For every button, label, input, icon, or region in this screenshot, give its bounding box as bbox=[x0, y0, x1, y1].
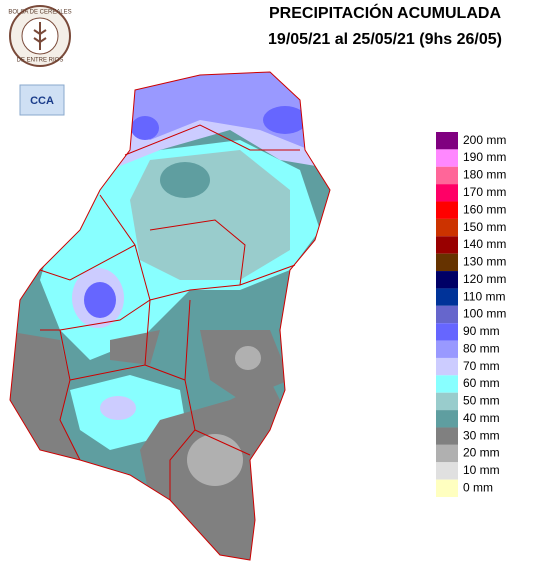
legend-label: 180 mm bbox=[463, 168, 506, 182]
legend-swatch bbox=[436, 288, 458, 306]
legend-swatch bbox=[436, 305, 458, 324]
legend-swatch bbox=[436, 271, 458, 289]
legend-swatch bbox=[436, 375, 458, 393]
legend-label: 160 mm bbox=[463, 202, 506, 216]
logo-text: CCA bbox=[30, 95, 54, 107]
zone bbox=[100, 396, 136, 420]
zone bbox=[84, 282, 116, 318]
department-borders bbox=[9, 71, 331, 561]
bolsa-logo: BOLSA DE CEREALES DE ENTRE RIOS bbox=[8, 5, 72, 67]
legend-label: 50 mm bbox=[463, 394, 500, 408]
zone bbox=[263, 106, 307, 134]
legend-label: 140 mm bbox=[463, 237, 506, 251]
legend-swatch bbox=[436, 340, 458, 358]
legend-label: 30 mm bbox=[463, 428, 500, 442]
zone bbox=[125, 72, 310, 150]
legend-label: 20 mm bbox=[463, 446, 500, 460]
legend: 200 mm 190 mm 180 mm 170 mm 160 mm 150 mm 140 … bbox=[436, 132, 506, 497]
legend-swatch bbox=[436, 410, 458, 428]
legend-swatch bbox=[436, 427, 458, 445]
legend-swatch bbox=[436, 462, 458, 480]
legend-swatch bbox=[436, 201, 458, 219]
legend-swatch bbox=[436, 392, 458, 411]
subtitle: 19/05/21 al 25/05/21 (9hs 26/05) bbox=[268, 31, 502, 48]
legend-label: 190 mm bbox=[463, 150, 506, 164]
zone bbox=[235, 346, 261, 370]
logo-text: BOLSA DE CEREALES bbox=[8, 10, 71, 16]
legend-swatch bbox=[436, 218, 458, 237]
legend-swatch bbox=[436, 479, 458, 497]
legend-swatch bbox=[436, 444, 458, 463]
legend-swatch bbox=[436, 357, 458, 376]
cca-logo: CCA bbox=[19, 84, 65, 116]
legend-label: 120 mm bbox=[463, 272, 506, 286]
legend-swatch bbox=[436, 149, 458, 167]
legend-swatch bbox=[436, 184, 458, 202]
legend-label: 0 mm bbox=[463, 480, 493, 494]
legend-label: 100 mm bbox=[463, 307, 506, 321]
zone bbox=[187, 434, 243, 486]
legend-swatch bbox=[436, 236, 458, 254]
zone bbox=[160, 162, 210, 198]
title: PRECIPITACIÓN ACUMULADA bbox=[269, 3, 501, 22]
legend-label: 130 mm bbox=[463, 255, 506, 269]
legend-label: 170 mm bbox=[463, 185, 506, 199]
legend-label: 200 mm bbox=[463, 133, 506, 147]
legend-swatch bbox=[436, 323, 458, 341]
legend-label: 110 mm bbox=[463, 289, 505, 303]
legend-label: 80 mm bbox=[463, 341, 500, 355]
legend-label: 10 mm bbox=[463, 463, 500, 477]
logo-text: DE ENTRE RIOS bbox=[17, 58, 64, 64]
legend-swatch bbox=[436, 253, 458, 272]
legend-label: 40 mm bbox=[463, 411, 500, 425]
legend-swatch bbox=[436, 166, 458, 185]
zone bbox=[131, 116, 159, 140]
legend-label: 60 mm bbox=[463, 376, 500, 390]
legend-label: 70 mm bbox=[463, 359, 500, 373]
legend-label: 90 mm bbox=[463, 324, 500, 338]
legend-swatch bbox=[436, 132, 458, 150]
legend-label: 150 mm bbox=[463, 220, 506, 234]
